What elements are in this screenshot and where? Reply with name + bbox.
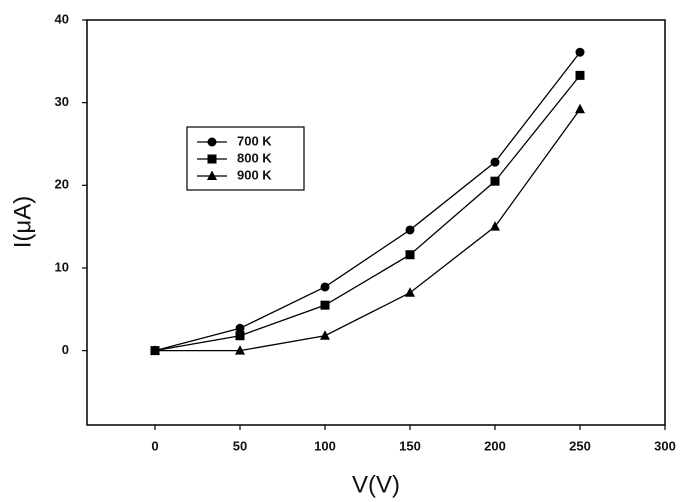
marker [150, 345, 160, 355]
marker [405, 287, 415, 297]
marker [490, 176, 500, 186]
plot-frame [86, 19, 666, 426]
legend-label: 700 K [237, 133, 272, 148]
series-line [154, 51, 581, 352]
marker [490, 157, 500, 167]
y-tick-label: 20 [55, 177, 69, 192]
legend-label: 800 K [237, 150, 272, 165]
x-tick-label: 100 [314, 438, 336, 453]
marker [235, 331, 245, 341]
marker [235, 323, 245, 333]
x-axis-label: V(V) [352, 471, 400, 498]
legend-marker [207, 154, 217, 164]
legend-marker [207, 170, 217, 180]
marker [235, 345, 245, 355]
marker [320, 330, 330, 340]
y-tick-label: 40 [55, 11, 69, 26]
x-tick-label: 0 [151, 438, 158, 453]
marker [575, 47, 585, 57]
marker [320, 300, 330, 310]
marker [575, 70, 585, 80]
x-tick-label: 200 [484, 438, 506, 453]
y-tick-label: 30 [55, 94, 69, 109]
legend-label: 900 K [237, 167, 272, 182]
marker [320, 282, 330, 292]
x-tick-label: 300 [654, 438, 676, 453]
y-tick-label: 10 [55, 259, 69, 274]
y-tick-label: 0 [62, 342, 69, 357]
series-line [154, 74, 581, 352]
marker [405, 225, 415, 235]
legend-marker [207, 137, 217, 147]
marker [405, 250, 415, 260]
y-axis-label: I(μA) [9, 196, 36, 249]
x-tick-label: 50 [233, 438, 247, 453]
x-tick-label: 150 [399, 438, 421, 453]
series-line [155, 108, 581, 352]
marker [575, 103, 585, 114]
marker [490, 221, 500, 231]
x-tick-label: 250 [569, 438, 591, 453]
